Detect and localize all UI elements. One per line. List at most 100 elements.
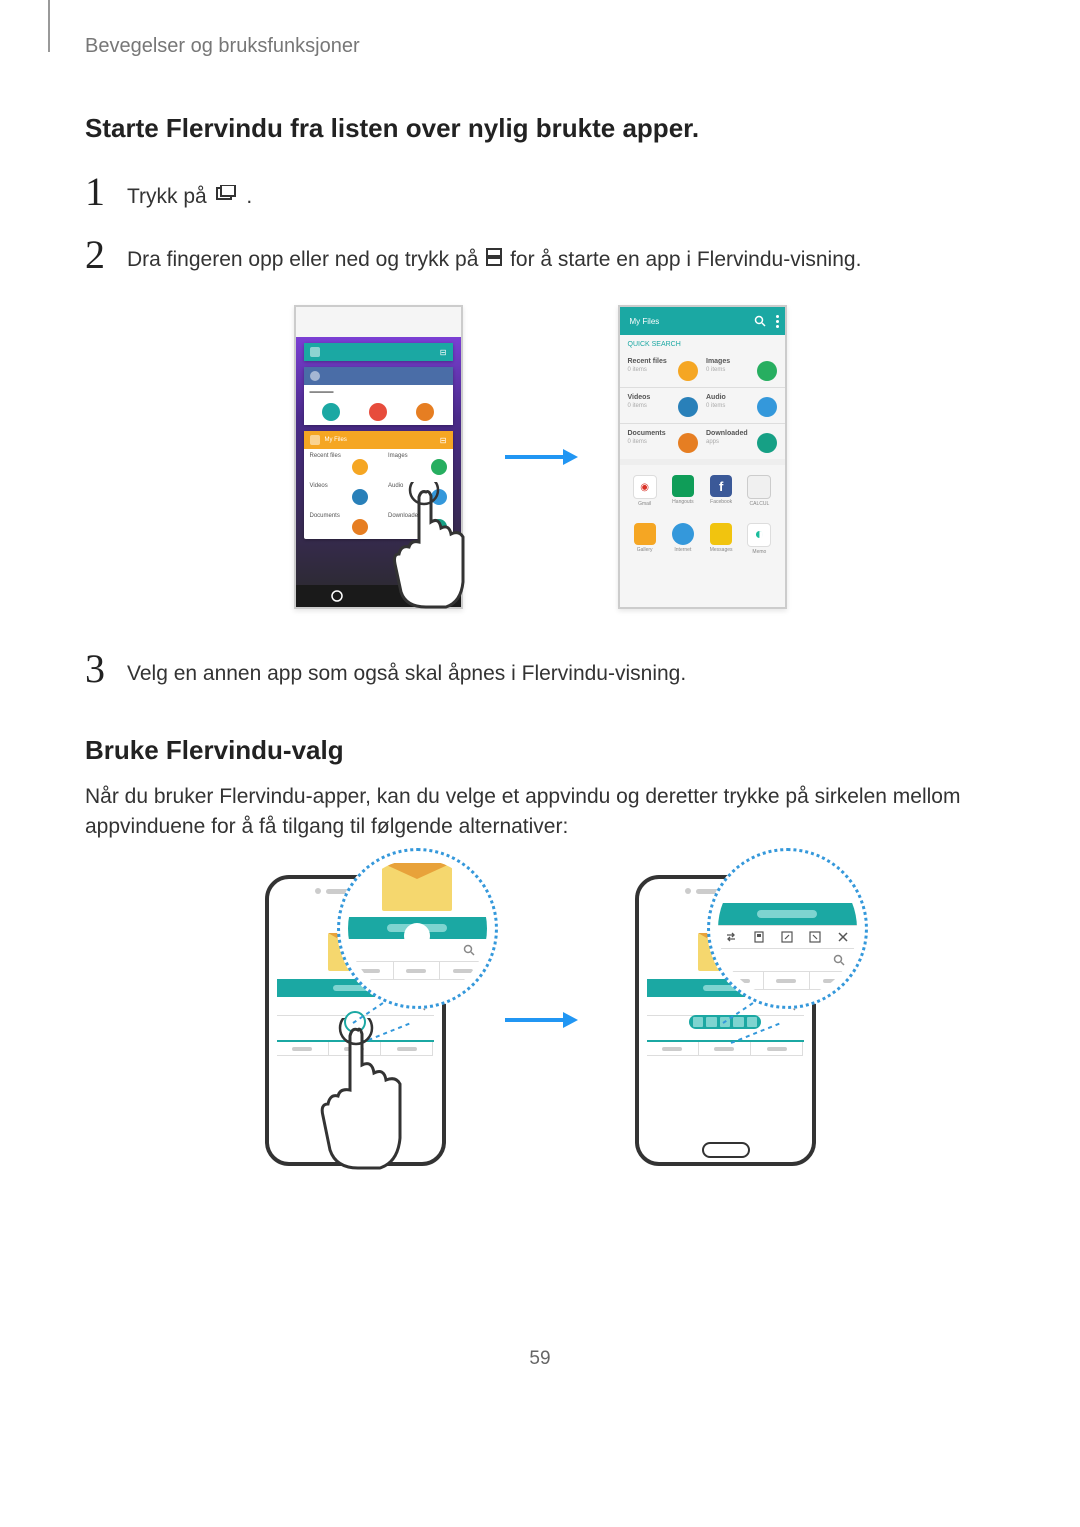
card-title: My Files	[325, 437, 347, 443]
recent-card-1: ⊟	[304, 343, 453, 361]
close-all-icon	[412, 589, 426, 603]
split-icon: ⊟	[440, 348, 447, 357]
calculator-icon	[747, 475, 771, 499]
card-content-row3: Documents Downloaded	[304, 509, 453, 539]
search-icon	[754, 315, 766, 327]
download-icon	[757, 433, 777, 453]
page-corner-marker	[48, 0, 50, 52]
card-body: ▬▬▬▬	[304, 385, 453, 399]
divider	[620, 423, 785, 424]
search-icon	[833, 954, 845, 966]
zoom-callout-left	[337, 848, 498, 1009]
section-label: QUICK SEARCH	[620, 335, 785, 354]
file-grid-row: Videos 0 items Audio 0 items	[620, 390, 785, 421]
recent-card-3: My Files ⊟ Recent files Images	[304, 431, 453, 539]
card-icon-bar	[304, 399, 453, 425]
step-2-before: Dra fingeren opp eller ned og trykk på	[127, 248, 484, 271]
zoom-content	[718, 859, 857, 998]
card-content: Recent files Images	[304, 449, 453, 479]
app-facebook: f Facebook	[706, 475, 736, 507]
grid-cell-docs: Documents 0 items	[628, 430, 699, 453]
grid-cell-audio: Audio 0 items	[706, 394, 777, 417]
card-header	[304, 367, 453, 385]
mail-icon	[382, 863, 452, 911]
gear-icon	[310, 371, 320, 381]
facebook-icon: f	[710, 475, 732, 497]
image-icon	[431, 459, 447, 475]
step-number: 2	[85, 235, 127, 275]
app-hangouts: Hangouts	[668, 475, 698, 507]
download-icon	[431, 519, 447, 535]
recent-apps-icon	[215, 182, 239, 212]
bar-icon	[416, 403, 434, 421]
recent-apps-overlay: ⊟ ▬▬▬▬ My F	[296, 337, 461, 607]
app-label: Gmail	[638, 501, 651, 507]
app-gmail: ◉ Gmail	[630, 475, 660, 507]
hangouts-icon	[672, 475, 694, 497]
app-label: Internet	[674, 547, 691, 553]
app-messages: Messages	[706, 523, 736, 555]
arrow-right-icon	[503, 1011, 578, 1029]
app-internet: Internet	[668, 523, 698, 555]
video-icon	[678, 397, 698, 417]
search-row	[718, 949, 857, 972]
app-label: Facebook	[710, 499, 732, 505]
grid-cell-down: Downloaded apps	[706, 430, 777, 453]
app-row-1: ◉ Gmail Hangouts f Facebook CALCUL	[620, 467, 785, 515]
internet-icon	[672, 523, 694, 545]
section-2-body: Når du bruker Flervindu-apper, kan du ve…	[85, 782, 995, 843]
image-icon	[757, 361, 777, 381]
recent-card-2: ▬▬▬▬	[304, 367, 453, 425]
split-icon: ⊟	[440, 436, 447, 445]
messages-icon	[710, 523, 732, 545]
audio-icon	[757, 397, 777, 417]
app-label: Memo	[752, 549, 766, 555]
video-icon	[352, 489, 368, 505]
split-bottom-pane	[277, 1042, 434, 1130]
doc-icon	[352, 519, 368, 535]
app-memo: ◐Memo	[744, 523, 774, 555]
step-1-text: Trykk på .	[127, 172, 252, 213]
more-icon	[776, 315, 779, 328]
chapter-title: Bevegelser og bruksfunksjoner	[85, 35, 995, 58]
bar-blob	[757, 910, 817, 918]
doc-icon	[678, 433, 698, 453]
split-window-icon	[486, 245, 502, 275]
gmail-icon: ◉	[633, 475, 657, 499]
app-calc: CALCUL	[744, 475, 774, 507]
manual-page: Bevegelser og bruksfunksjoner Starte Fle…	[0, 0, 1080, 1430]
card-header: ⊟	[304, 343, 453, 361]
split-handle-circle	[404, 923, 430, 949]
section-heading-1: Starte Flervindu fra listen over nylig b…	[85, 113, 995, 144]
figure-multiwindow-controls	[85, 873, 995, 1168]
page-number: 59	[85, 1348, 995, 1370]
teal-bar	[718, 903, 857, 925]
topbar-title: My Files	[626, 317, 660, 326]
app-gallery: Gallery	[630, 523, 660, 555]
step-1-after: .	[246, 185, 252, 208]
split-bottom-pane	[647, 1042, 804, 1130]
section-heading-2: Bruke Flervindu-valg	[85, 735, 995, 766]
step-3: 3 Velg en annen app som også skal åpnes …	[85, 649, 995, 689]
app-topbar: My Files	[620, 307, 785, 335]
step-1: 1 Trykk på .	[85, 172, 995, 213]
swap-icon	[724, 930, 738, 944]
arrow-right-icon	[503, 448, 578, 466]
search-icon	[463, 944, 475, 956]
step-2-text: Dra fingeren opp eller ned og trykk på f…	[127, 235, 861, 276]
time-icon	[678, 361, 698, 381]
drag-icon	[752, 930, 766, 944]
app-row-2: Gallery Internet Messages ◐Memo	[620, 515, 785, 563]
app-label: CALCUL	[750, 501, 770, 507]
audio-icon	[431, 489, 447, 505]
file-grid-row: Recent files 0 items Images 0 items	[620, 354, 785, 385]
folder-icon	[310, 435, 320, 445]
app-label: Hangouts	[672, 499, 693, 505]
tab-row	[718, 972, 857, 990]
grid-cell-recent: Recent files 0 items	[628, 358, 699, 381]
app-icon	[310, 347, 320, 357]
maximize-icon	[808, 930, 822, 944]
screenshot-recent-apps: ⊟ ▬▬▬▬ My F	[294, 305, 463, 609]
app-label: Gallery	[637, 547, 653, 553]
grid-cell-videos: Videos 0 items	[628, 394, 699, 417]
